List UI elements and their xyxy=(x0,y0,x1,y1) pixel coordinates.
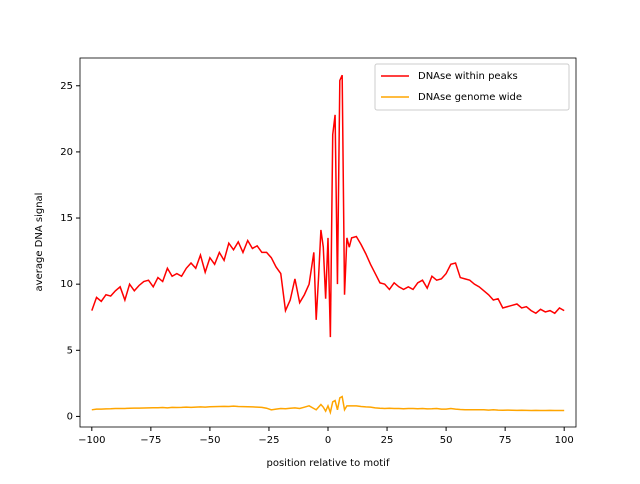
x-axis-label: position relative to motif xyxy=(267,458,390,469)
data-line xyxy=(91,395,565,416)
y-tick-label: 0 xyxy=(67,411,73,422)
y-tick-label: 10 xyxy=(60,279,73,290)
x-tick-label: −75 xyxy=(140,435,161,446)
y-tick-label: 25 xyxy=(60,81,73,92)
y-tick-label: 20 xyxy=(60,147,73,158)
plot-frame xyxy=(79,57,577,428)
data-line xyxy=(91,74,565,338)
x-tick-label: −100 xyxy=(78,435,105,446)
x-tick-label: −50 xyxy=(199,435,220,446)
x-tick-label: 100 xyxy=(555,435,574,446)
legend-label: DNAse genome wide xyxy=(418,92,522,103)
legend-box xyxy=(374,63,570,111)
x-tick-label: −25 xyxy=(258,435,279,446)
y-axis-label: average DNA signal xyxy=(34,193,45,292)
x-tick-label: 75 xyxy=(499,435,512,446)
y-tick-label: 5 xyxy=(67,345,73,356)
x-tick-label: 0 xyxy=(325,435,331,446)
x-tick-label: 50 xyxy=(440,435,453,446)
x-tick-label: 25 xyxy=(381,435,394,446)
legend-label: DNAse within peaks xyxy=(418,71,518,82)
y-tick-label: 15 xyxy=(60,213,73,224)
